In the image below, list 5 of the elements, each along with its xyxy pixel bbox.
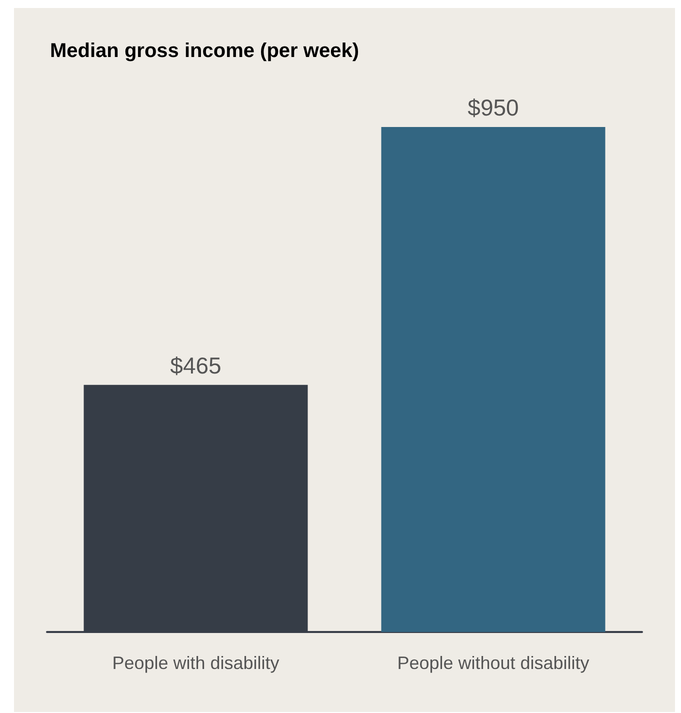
data-label: $950 <box>468 94 519 120</box>
x-tick-label: People without disability <box>397 653 590 673</box>
data-label: $465 <box>170 352 222 378</box>
chart-title: Median gross income (per week) <box>50 40 359 62</box>
x-tick-label: People with disability <box>112 653 280 673</box>
